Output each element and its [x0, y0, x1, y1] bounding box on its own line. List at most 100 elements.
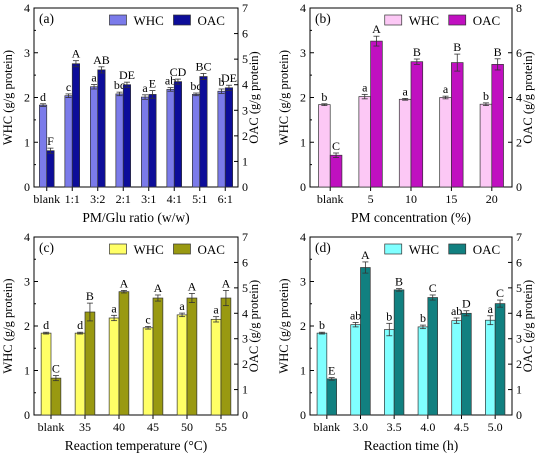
significance-letter: E [328, 364, 335, 378]
bar-oac [370, 40, 383, 188]
significance-letter: a [91, 71, 97, 85]
bar-oac [71, 63, 80, 188]
right-tick-label: 4 [516, 306, 522, 320]
significance-letter: E [149, 77, 156, 91]
bar-whc [316, 332, 328, 416]
x-tick-label: 1:1 [65, 192, 80, 206]
right-tick-label: 6 [516, 46, 522, 60]
right-tick-label: 0 [516, 180, 522, 194]
bar-oac [220, 297, 232, 416]
x-tick-label: blank [317, 192, 344, 206]
chart-panel-2: 0 1 2 3 4 0 2 4 6 8 WHC (g/g protein) OAC (g/g prot… [277, 1, 535, 225]
right-tick-label: 6 [242, 255, 248, 269]
x-axis-title: Reaction time (h) [364, 438, 458, 453]
bar-oac [224, 87, 233, 188]
bar-oac [152, 297, 164, 416]
bar-whc [176, 314, 188, 416]
significance-letter: F [47, 134, 54, 148]
significance-letter: AB [93, 53, 110, 67]
right-tick-label: 2 [516, 357, 522, 371]
right-tick-label: 7 [242, 230, 248, 244]
significance-letter: b [319, 318, 325, 332]
left-axis-title: WHC (g/g protein) [277, 278, 291, 373]
bar-oac [50, 377, 62, 416]
x-axis-title: Reaction temperature (°C) [65, 438, 208, 453]
legend-label-oac: OAC [473, 242, 500, 257]
bar-oac [326, 378, 337, 416]
significance-letter: B [453, 40, 461, 54]
left-tick-label: 1 [24, 135, 30, 149]
significance-letter: c [145, 312, 150, 326]
significance-letter: ab [451, 304, 462, 318]
bar-whc [141, 96, 150, 188]
bar-oac [46, 150, 55, 188]
significance-letter: B [86, 289, 94, 303]
bar-whc [358, 96, 371, 188]
bar-oac [118, 291, 130, 416]
x-tick-label: 4.0 [420, 420, 435, 434]
bar-whc [350, 324, 361, 416]
significance-letter: a [362, 80, 368, 94]
significance-letter: ab [165, 74, 176, 88]
significance-letter: A [222, 276, 231, 290]
x-tick-label: 6:1 [218, 192, 233, 206]
left-tick-label: 0 [300, 408, 306, 422]
significance-letter: A [188, 279, 197, 293]
x-tick-label: 3:2 [90, 192, 105, 206]
significance-letter: A [361, 248, 370, 262]
significance-letter: ab [350, 308, 361, 322]
bar-oac [491, 64, 504, 188]
x-tick-label: 40 [113, 420, 125, 434]
significance-letter: A [72, 47, 81, 61]
right-axis-title: OAC (g/g protein) [247, 51, 261, 143]
bar-oac [148, 94, 157, 188]
significance-letter: A [120, 276, 129, 290]
left-tick-label: 4 [24, 1, 30, 15]
bar-oac [173, 81, 182, 188]
significance-letter: b [321, 90, 327, 104]
left-tick-label: 3 [24, 275, 30, 289]
left-tick-label: 3 [300, 46, 306, 60]
right-axis-title: OAC (g/g protein) [521, 280, 535, 372]
legend-label-oac: OAC [197, 242, 224, 257]
bar-oac [97, 69, 106, 188]
x-tick-label: 4.5 [454, 420, 469, 434]
x-tick-label: 20 [486, 192, 498, 206]
left-tick-label: 1 [300, 364, 306, 378]
left-tick-label: 1 [24, 364, 30, 378]
bar-oac [451, 62, 464, 188]
x-tick-label: blank [38, 420, 65, 434]
x-tick-label: 50 [181, 420, 193, 434]
right-tick-label: 0 [242, 180, 248, 194]
right-tick-label: 6 [516, 255, 522, 269]
significance-letter: B [395, 275, 403, 289]
x-axis-title: PM/Glu ratio (w/w) [82, 210, 189, 225]
significance-letter: a [179, 299, 185, 313]
x-tick-label: blank [33, 192, 60, 206]
significance-letter: A [372, 22, 381, 36]
left-tick-label: 1 [300, 135, 306, 149]
bar-oac [393, 289, 405, 416]
legend-label-whc: WHC [133, 13, 163, 28]
significance-letter: d [40, 90, 46, 104]
left-axis-title: WHC (g/g protein) [1, 278, 15, 373]
chart-panel-1: 0 1 2 3 4 0 1 2 3 4 5 6 7 WHC (g/g protein) OAC (g/g p… [1, 1, 261, 225]
legend-swatch-whc [384, 243, 403, 255]
right-tick-label: 3 [242, 332, 248, 346]
left-tick-label: 0 [300, 180, 306, 194]
right-tick-label: 5 [516, 281, 522, 295]
panel-label: (d) [315, 240, 331, 255]
plot-frame [33, 236, 239, 416]
right-tick-label: 3 [516, 332, 522, 346]
significance-letter: B [494, 45, 502, 59]
x-tick-label: blank [313, 420, 340, 434]
bar-whc [479, 103, 493, 188]
x-tick-label: 35 [79, 420, 91, 434]
bar-whc [417, 326, 429, 416]
x-tick-label: 5:1 [192, 192, 207, 206]
significance-letter: d [43, 318, 49, 332]
left-tick-label: 4 [300, 1, 306, 15]
bar-oac [199, 76, 208, 188]
